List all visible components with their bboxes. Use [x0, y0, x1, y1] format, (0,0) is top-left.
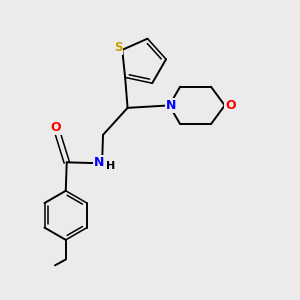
Text: O: O — [50, 122, 61, 134]
Text: N: N — [166, 99, 176, 112]
Text: H: H — [106, 161, 116, 171]
Text: N: N — [93, 156, 104, 169]
Text: O: O — [225, 99, 236, 112]
Text: S: S — [114, 41, 123, 54]
